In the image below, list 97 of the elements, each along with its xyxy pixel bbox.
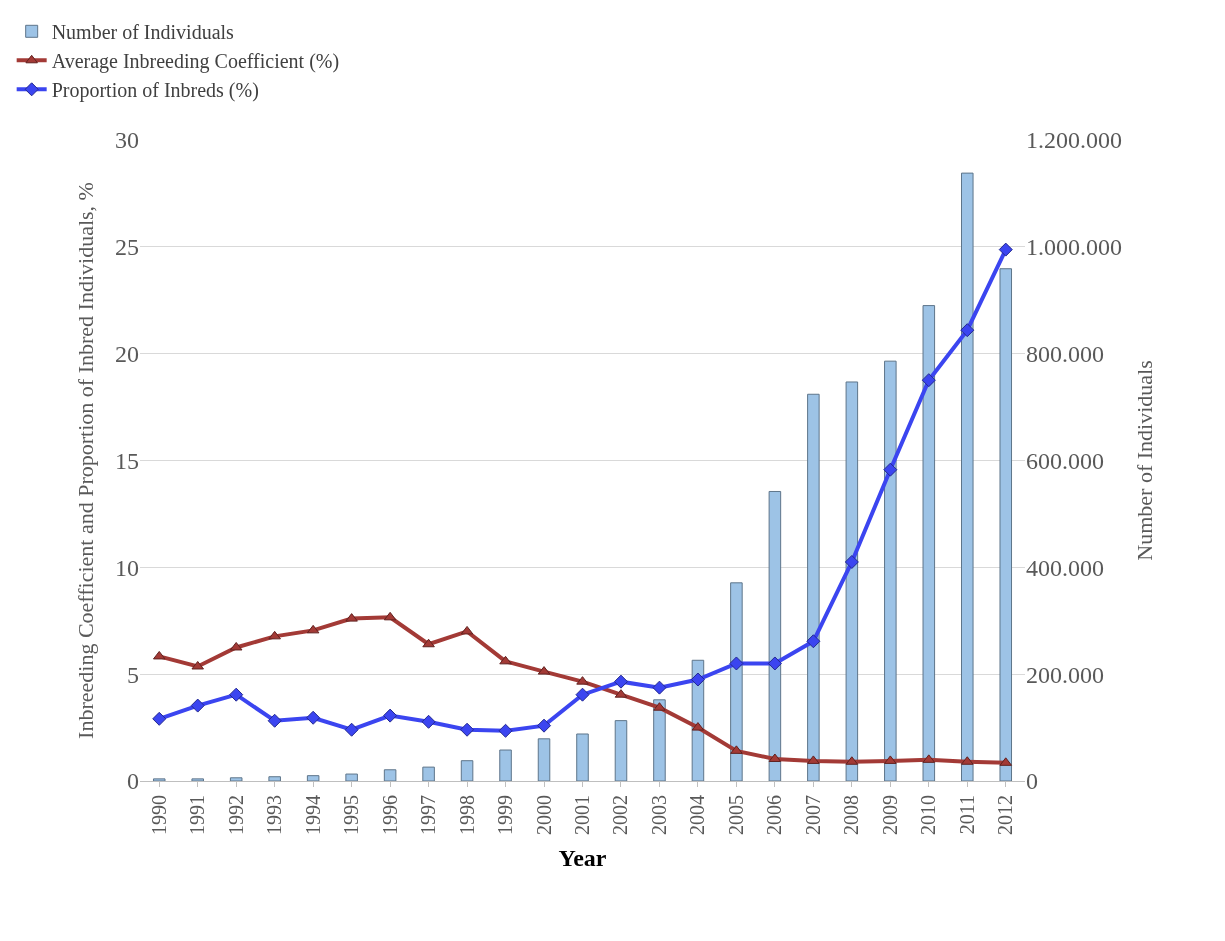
point bbox=[268, 630, 281, 640]
point bbox=[344, 722, 359, 737]
bar bbox=[191, 778, 204, 781]
point bbox=[537, 718, 552, 733]
bar bbox=[345, 773, 358, 781]
point bbox=[921, 373, 936, 388]
bar bbox=[730, 582, 743, 781]
point bbox=[422, 638, 435, 648]
y-tick-label: 5 bbox=[127, 661, 139, 688]
x-tick-label: 2004 bbox=[686, 795, 709, 835]
x-tick-label: 1996 bbox=[378, 795, 401, 835]
x-tick-label: 1997 bbox=[417, 795, 440, 835]
x-tick-label: 1992 bbox=[224, 795, 247, 835]
point bbox=[998, 242, 1013, 257]
point bbox=[806, 634, 821, 649]
point bbox=[306, 624, 320, 634]
bar bbox=[884, 360, 897, 781]
bar bbox=[653, 699, 666, 781]
bar bbox=[807, 393, 820, 781]
y-tick-label: 15 bbox=[115, 447, 139, 474]
bar bbox=[229, 777, 243, 781]
point bbox=[383, 708, 398, 723]
bar bbox=[537, 738, 551, 781]
y2-tick-label: 1.200.000 bbox=[1026, 127, 1122, 154]
x-tick-label: 2008 bbox=[840, 795, 863, 835]
point bbox=[152, 711, 167, 726]
y2-tick-label: 0 bbox=[1026, 768, 1038, 795]
y2-tick-label: 200.000 bbox=[1026, 661, 1104, 688]
point bbox=[229, 687, 244, 702]
point bbox=[652, 680, 667, 695]
point bbox=[460, 722, 475, 737]
y2-tick-label: 400.000 bbox=[1026, 554, 1104, 581]
y-tick-label: 20 bbox=[115, 341, 139, 368]
bar bbox=[268, 776, 281, 781]
point bbox=[306, 710, 321, 725]
bar bbox=[499, 749, 512, 781]
x-tick-label: 1990 bbox=[147, 795, 170, 835]
point bbox=[575, 687, 590, 702]
x-tick-label: 2001 bbox=[571, 795, 593, 835]
x-tick-label: 2006 bbox=[763, 795, 786, 835]
x-tick-label: 2012 bbox=[994, 795, 1017, 835]
point bbox=[421, 714, 436, 729]
point bbox=[767, 656, 782, 671]
point bbox=[499, 655, 512, 665]
bar bbox=[576, 733, 589, 781]
bar bbox=[460, 760, 474, 781]
bar bbox=[152, 778, 166, 781]
y2-tick-label: 1.000.000 bbox=[1026, 234, 1122, 261]
point bbox=[498, 723, 513, 738]
x-tick-label: 2005 bbox=[724, 795, 747, 835]
y2-tick-label: 600.000 bbox=[1026, 447, 1104, 474]
legend-label: Proportion of Inbreds (%) bbox=[51, 79, 259, 103]
y-tick-label: 30 bbox=[115, 127, 139, 154]
x-tick-label: 1993 bbox=[263, 795, 286, 835]
x-tick-label: 2007 bbox=[801, 795, 824, 835]
y-tick-label: 10 bbox=[115, 554, 139, 581]
x-tick-label: 2000 bbox=[532, 795, 555, 835]
y-tick-label: 0 bbox=[127, 768, 139, 795]
point bbox=[460, 625, 474, 635]
y-axis-title: Inbreeding Coefficient and Proportion of Inbred Individuals, % bbox=[72, 182, 98, 739]
point bbox=[383, 611, 397, 621]
x-tick-label: 2002 bbox=[609, 795, 632, 835]
point bbox=[152, 650, 166, 660]
bar bbox=[922, 305, 936, 781]
x-tick-label: 2011 bbox=[955, 795, 978, 835]
bar bbox=[614, 720, 628, 781]
point bbox=[613, 674, 628, 689]
legend-label: Number of Individuals bbox=[51, 21, 235, 44]
point bbox=[844, 554, 859, 569]
point bbox=[229, 641, 243, 651]
point bbox=[690, 672, 705, 687]
x-tick-label: 2010 bbox=[917, 795, 940, 835]
bar bbox=[306, 775, 320, 781]
bar bbox=[961, 172, 974, 781]
legend-label: Average Inbreeding Coefficient (%) bbox=[51, 50, 340, 74]
bar bbox=[768, 490, 782, 781]
point bbox=[960, 323, 975, 338]
y-tick-label: 25 bbox=[115, 234, 139, 261]
point bbox=[267, 713, 282, 728]
point bbox=[191, 660, 204, 670]
bar bbox=[845, 381, 859, 781]
x-tick-label: 1991 bbox=[186, 795, 209, 835]
bar bbox=[422, 766, 435, 781]
bar bbox=[383, 769, 397, 781]
x-tick-label: 1995 bbox=[340, 795, 363, 835]
point bbox=[190, 698, 205, 713]
bar bbox=[999, 268, 1013, 781]
x-axis-title: Year bbox=[558, 845, 607, 872]
point bbox=[883, 462, 898, 477]
x-tick-label: 2009 bbox=[878, 795, 901, 835]
x-tick-label: 2003 bbox=[647, 795, 670, 835]
point bbox=[729, 656, 744, 671]
x-tick-label: 1998 bbox=[455, 795, 478, 835]
x-tick-label: 1994 bbox=[301, 795, 324, 835]
y2-axis-title: Number of Individuals bbox=[1131, 360, 1157, 561]
x-tick-label: 1999 bbox=[494, 795, 517, 835]
y2-tick-label: 800.000 bbox=[1026, 341, 1104, 368]
